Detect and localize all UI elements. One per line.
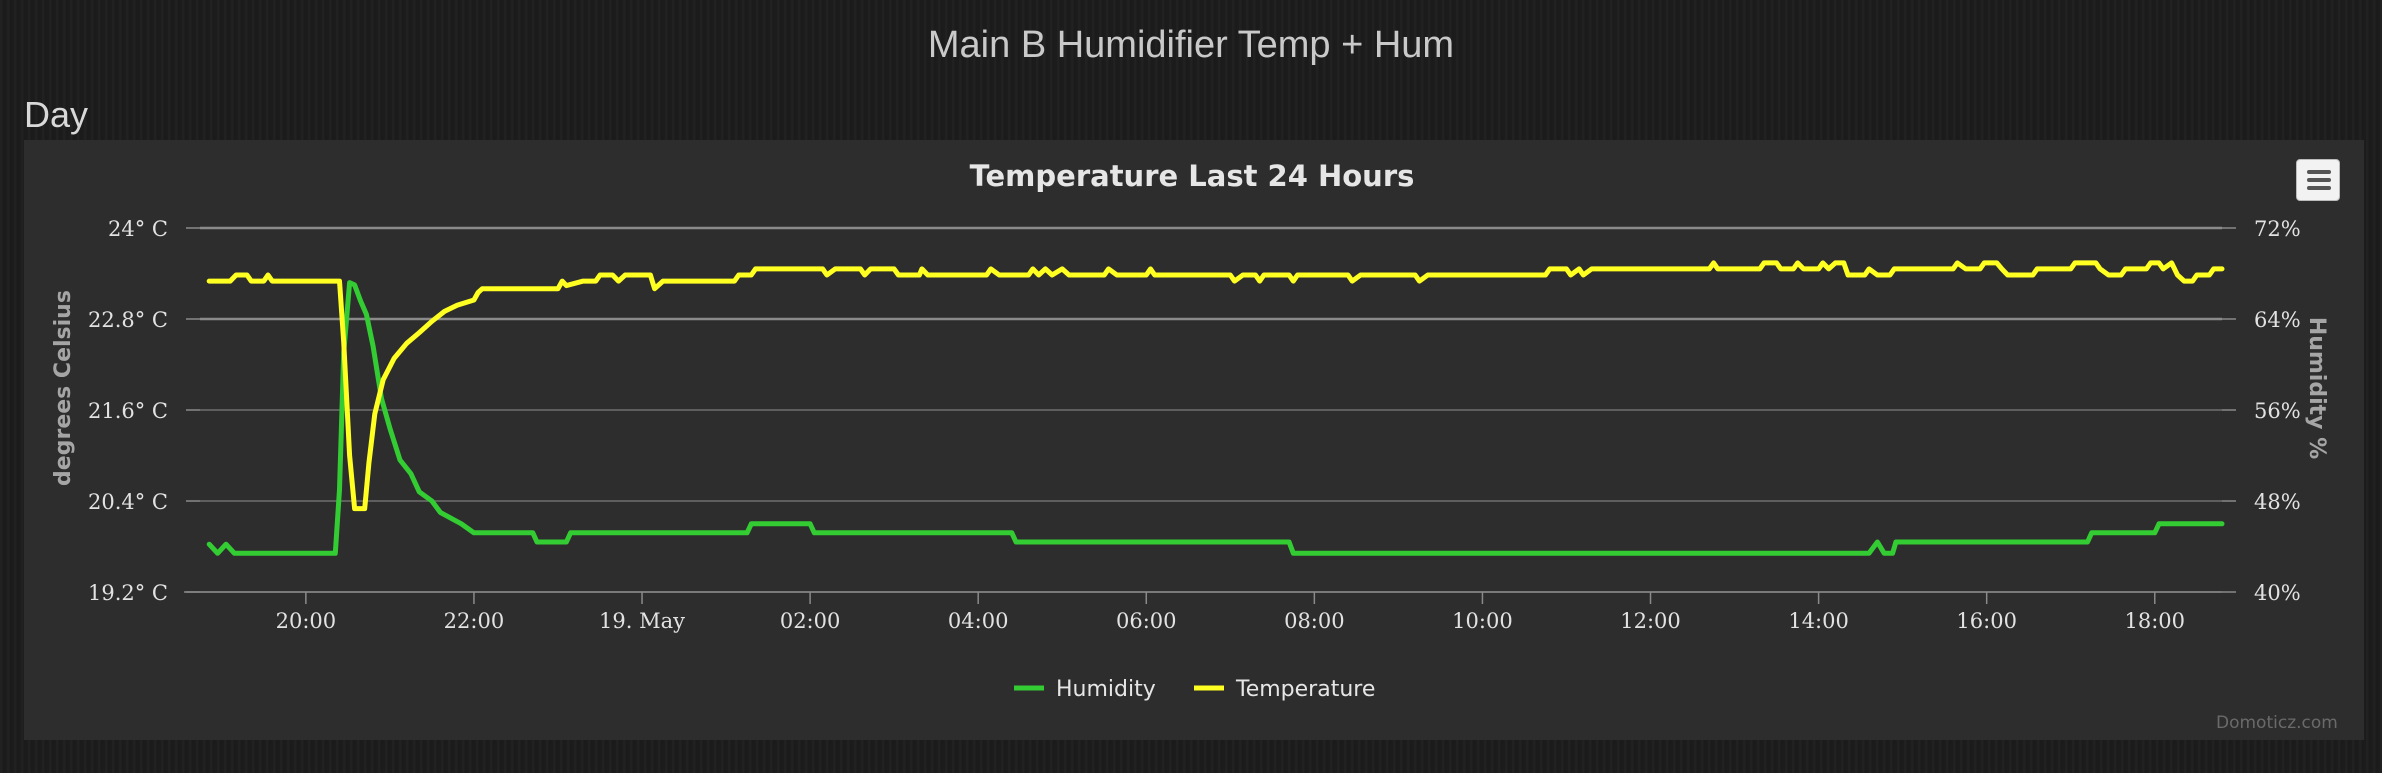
section-title: Day [24, 94, 89, 135]
y-left-tick-label: 20.4° C [88, 490, 168, 514]
y-right-tick-label: 40% [2254, 581, 2301, 605]
x-tick-label: 22:00 [444, 609, 505, 633]
x-tick-label: 20:00 [276, 609, 337, 633]
page-title: Main B Humidifier Temp + Hum [927, 24, 1455, 66]
x-tick-label: 04:00 [948, 609, 1009, 633]
y-left-tick-label: 21.6° C [88, 399, 168, 423]
y-right-tick-label: 64% [2254, 308, 2301, 332]
legend-item-label[interactable]: Humidity [1056, 677, 1156, 702]
hamburger-menu-icon[interactable] [2296, 159, 2340, 201]
credits-link[interactable]: Domoticz.com [2216, 713, 2338, 733]
y-left-tick-label: 24° C [108, 217, 168, 241]
x-tick-label: 19. May [599, 609, 685, 633]
x-tick-label: 02:00 [780, 609, 841, 633]
y-left-tick-label: 19.2° C [88, 581, 168, 605]
x-tick-label: 12:00 [1620, 609, 1681, 633]
x-tick-label: 18:00 [2125, 609, 2186, 633]
chart-panel [24, 140, 2364, 740]
y-left-tick-label: 22.8° C [88, 308, 168, 332]
legend: Humidity Temperature [1014, 677, 1375, 702]
y-right-tick-label: 56% [2254, 399, 2301, 423]
x-tick-label: 08:00 [1284, 609, 1345, 633]
y-right-tick-label: 48% [2254, 490, 2301, 514]
y-axis-left-label: degrees Celsius [51, 290, 76, 486]
x-tick-label: 10:00 [1452, 609, 1513, 633]
x-tick-label: 14:00 [1788, 609, 1849, 633]
y-right-tick-label: 72% [2254, 217, 2301, 241]
y-axis-right-label: Humidity % [2304, 317, 2329, 459]
series-line-humidity[interactable] [206, 280, 2225, 556]
chart-title: Temperature Last 24 Hours [970, 159, 1415, 193]
series-line-temperature[interactable] [206, 260, 2225, 512]
x-tick-label: 16:00 [1956, 609, 2017, 633]
legend-item-label[interactable]: Temperature [1235, 677, 1375, 702]
x-tick-label: 06:00 [1116, 609, 1177, 633]
